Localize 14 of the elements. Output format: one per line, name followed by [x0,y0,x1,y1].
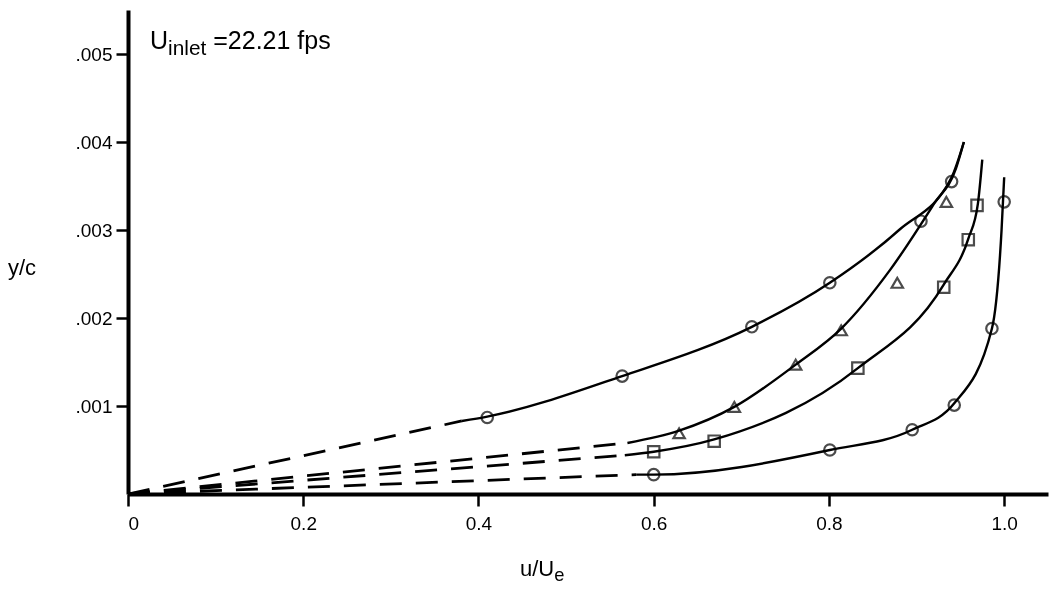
x-tick-label: 0.6 [641,512,668,534]
y-tick-label: .004 [75,131,113,153]
annotation: U$_{inlet}$ =22.21 fps [150,26,331,60]
x-tick-label: 0 [128,512,140,534]
x-tick-label: 0.2 [290,512,317,534]
y-axis-title: y/c [8,255,37,281]
x-tick-label: 1.0 [991,512,1018,534]
x-tick-label: 0.4 [465,512,493,534]
y-tick-label: .005 [75,43,113,65]
y-tick-label: .003 [75,219,113,241]
x-axis-title: u/U$_{e}$ [520,556,565,587]
y-tick-label: .001 [75,395,113,417]
x-tick-label: 0.8 [816,512,843,534]
y-tick-label: .002 [75,307,113,329]
